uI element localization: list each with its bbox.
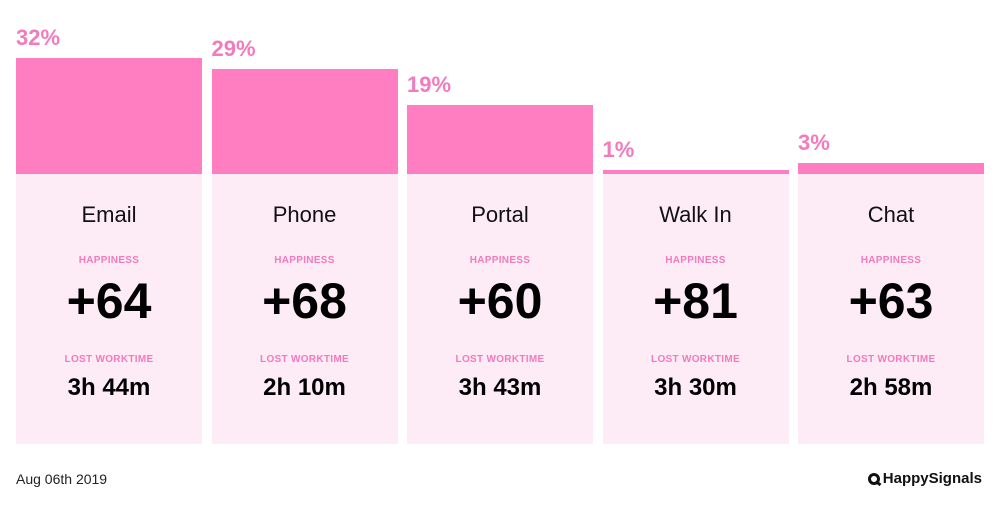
happiness-value: +68 bbox=[262, 273, 347, 329]
channel-column: 29% Phone HAPPINESS +68 LOST WORKTIME 2h 10m bbox=[211, 0, 398, 444]
channel-chart: 32% Email HAPPINESS +64 LOST WORKTIME 3h 44m 2… bbox=[16, 0, 984, 444]
happiness-label: HAPPINESS bbox=[665, 255, 726, 266]
channel-column: 32% Email HAPPINESS +64 LOST WORKTIME 3h 44m bbox=[16, 0, 202, 444]
lost-worktime-label: LOST WORKTIME bbox=[260, 354, 349, 365]
happiness-value: +63 bbox=[848, 273, 934, 329]
lost-worktime-value: 2h 10m bbox=[263, 374, 346, 401]
lost-worktime-value: 3h 30m bbox=[654, 374, 737, 401]
happysignals-logo-icon bbox=[867, 472, 880, 485]
share-bar bbox=[602, 170, 789, 174]
channel-column: 1% Walk In HAPPINESS +81 LOST WORKTIME 3h 30m bbox=[602, 0, 789, 444]
bar-value-label: 3% bbox=[798, 130, 830, 155]
channel-card: Portal HAPPINESS +60 LOST WORKTIME 3h 43m bbox=[407, 174, 593, 444]
channel-card: Phone HAPPINESS +68 LOST WORKTIME 2h 10m bbox=[211, 174, 398, 444]
bar-value-label: 32% bbox=[16, 25, 61, 50]
channel-card: Walk In HAPPINESS +81 LOST WORKTIME 3h 30m bbox=[602, 174, 789, 444]
happiness-label: HAPPINESS bbox=[469, 255, 531, 266]
lost-worktime-label: LOST WORKTIME bbox=[651, 354, 740, 365]
share-bar bbox=[16, 58, 202, 174]
report-date: Aug 06th 2019 bbox=[16, 471, 108, 487]
brand-name: HappySignals bbox=[882, 470, 982, 487]
happiness-value: +81 bbox=[653, 273, 738, 329]
happiness-label: HAPPINESS bbox=[274, 255, 335, 266]
happiness-value: +64 bbox=[66, 273, 152, 329]
share-bar bbox=[211, 69, 398, 174]
category-label: Portal bbox=[471, 202, 529, 227]
happiness-value: +60 bbox=[457, 273, 543, 329]
happiness-label: HAPPINESS bbox=[860, 255, 922, 266]
bar-value-label: 29% bbox=[211, 36, 256, 61]
lost-worktime-label: LOST WORKTIME bbox=[846, 354, 936, 365]
channel-column: 3% Chat HAPPINESS +63 LOST WORKTIME 2h 58m bbox=[798, 0, 984, 444]
brand-logo: HappySignals bbox=[867, 470, 982, 487]
lost-worktime-value: 2h 58m bbox=[849, 374, 933, 401]
category-label: Chat bbox=[867, 202, 915, 227]
bar-value-label: 1% bbox=[602, 137, 635, 162]
category-label: Walk In bbox=[659, 202, 732, 227]
category-label: Phone bbox=[272, 202, 337, 227]
lost-worktime-value: 3h 44m bbox=[67, 374, 151, 401]
channel-card: Email HAPPINESS +64 LOST WORKTIME 3h 44m bbox=[16, 174, 202, 444]
share-bar bbox=[798, 163, 984, 174]
channel-column: 19% Portal HAPPINESS +60 LOST WORKTIME 3h 43m bbox=[407, 0, 593, 444]
lost-worktime-label: LOST WORKTIME bbox=[64, 354, 154, 365]
category-label: Email bbox=[81, 202, 137, 227]
happiness-label: HAPPINESS bbox=[78, 255, 140, 266]
bar-value-label: 19% bbox=[407, 72, 452, 97]
share-bar bbox=[407, 105, 593, 174]
channel-card: Chat HAPPINESS +63 LOST WORKTIME 2h 58m bbox=[798, 174, 984, 444]
lost-worktime-label: LOST WORKTIME bbox=[455, 354, 545, 365]
lost-worktime-value: 3h 43m bbox=[458, 374, 542, 401]
